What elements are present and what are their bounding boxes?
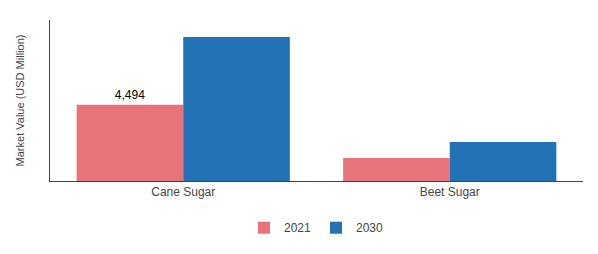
- svg-text:2021: 2021: [284, 221, 311, 235]
- svg-text:2030: 2030: [356, 221, 383, 235]
- svg-text:4,494: 4,494: [115, 88, 145, 102]
- svg-text:Cane Sugar: Cane Sugar: [151, 185, 215, 199]
- svg-text:Beet Sugar: Beet Sugar: [420, 185, 480, 199]
- svg-text:Market Value (USD Million): Market Value (USD Million): [14, 35, 26, 167]
